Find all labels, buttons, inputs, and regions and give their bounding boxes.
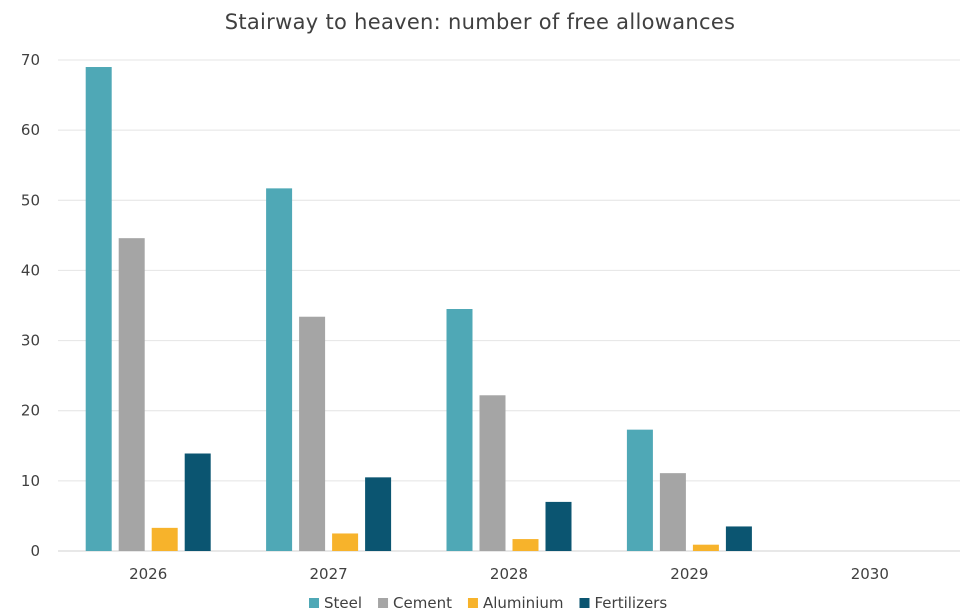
bar-fertilizers-2027 <box>365 477 392 551</box>
legend-swatch-aluminium <box>467 598 478 608</box>
legend-label-aluminium: Aluminium <box>483 594 564 612</box>
y-tick-label: 30 <box>21 332 40 350</box>
bar-steel-2027 <box>266 188 293 551</box>
bar-cement-2027 <box>299 316 326 551</box>
legend-swatch-steel <box>309 598 319 608</box>
chart-title: Stairway to heaven: number of free allow… <box>224 10 736 34</box>
y-tick-label: 50 <box>21 191 40 209</box>
y-tick-label: 20 <box>21 402 40 420</box>
x-tick-label: 2030 <box>851 565 889 583</box>
bar-aluminium-2029 <box>692 544 719 551</box>
bar-fertilizers-2026 <box>184 453 211 551</box>
y-tick-label: 60 <box>21 121 40 139</box>
bar-aluminium-2027 <box>332 533 359 551</box>
bar-cement-2028 <box>479 395 506 551</box>
y-tick-label: 70 <box>21 51 40 69</box>
legend-label-steel: Steel <box>324 594 362 612</box>
x-tick-label: 2027 <box>310 565 348 583</box>
bar-cement-2026 <box>118 238 145 552</box>
x-tick-label: 2029 <box>670 565 708 583</box>
bar-aluminium-2026 <box>151 527 178 551</box>
legend-swatch-fertilizers <box>579 598 590 608</box>
legend-label-fertilizers: Fertilizers <box>594 594 667 612</box>
legend-label-cement: Cement <box>393 594 452 612</box>
x-tick-label: 2026 <box>129 565 167 583</box>
y-tick-label: 0 <box>30 542 40 560</box>
legend-swatch-cement <box>378 598 389 608</box>
x-tick-label: 2028 <box>490 565 528 583</box>
bar-steel-2028 <box>446 309 473 551</box>
x-axis: 2026 2027 2028 2029 2030 <box>129 565 889 583</box>
y-tick-label: 40 <box>21 261 40 279</box>
bar-cement-2029 <box>659 473 686 551</box>
bar-fertilizers-2028 <box>545 501 572 551</box>
legend: Steel Cement Aluminium Fertilizers <box>309 594 667 612</box>
bar-steel-2029 <box>626 429 653 551</box>
legend-items: Steel Cement Aluminium Fertilizers <box>309 594 667 612</box>
y-tick-label: 10 <box>21 472 40 490</box>
bar-aluminium-2028 <box>512 539 539 551</box>
bar-steel-2026 <box>85 67 112 551</box>
bars <box>85 67 752 552</box>
y-axis: 0 10 20 30 40 50 60 70 <box>21 51 40 560</box>
bar-fertilizers-2029 <box>725 526 752 551</box>
